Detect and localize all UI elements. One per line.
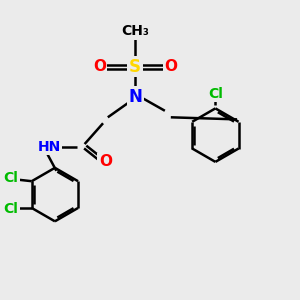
Text: S: S bbox=[129, 58, 141, 76]
Text: HN: HN bbox=[37, 140, 61, 154]
Text: Cl: Cl bbox=[4, 171, 18, 185]
Text: Cl: Cl bbox=[208, 86, 223, 100]
Text: O: O bbox=[93, 59, 106, 74]
Text: O: O bbox=[99, 154, 112, 169]
Text: N: N bbox=[128, 88, 142, 106]
Text: Cl: Cl bbox=[4, 202, 18, 216]
Text: CH₃: CH₃ bbox=[121, 24, 149, 38]
Text: O: O bbox=[164, 59, 177, 74]
